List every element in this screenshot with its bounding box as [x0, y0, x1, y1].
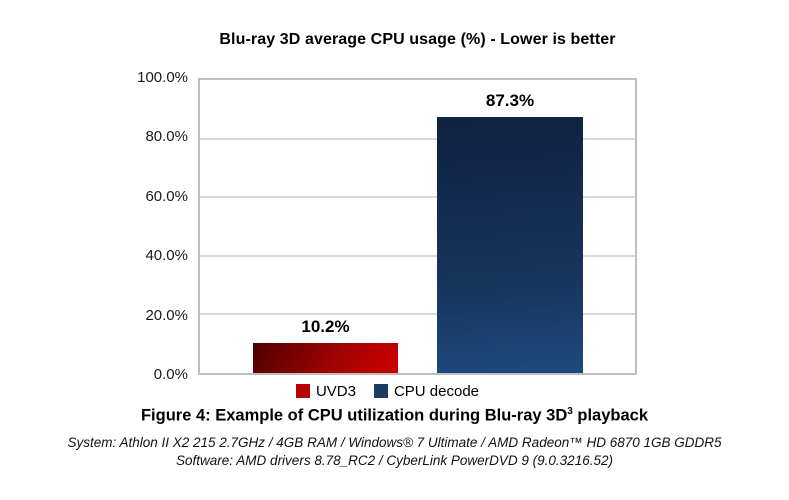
y-axis-tick-60: 60.0%	[145, 188, 188, 205]
legend-item-cpu-decode: CPU decode	[373, 382, 480, 400]
gridline-80	[200, 137, 635, 140]
gridline-20	[200, 313, 635, 316]
legend-label-uvd3: UVD3	[315, 382, 356, 400]
chart-legend: UVD3 CPU decode	[130, 380, 645, 402]
gridline-40	[200, 254, 635, 257]
gridline-60	[200, 196, 635, 199]
y-axis-tick-40: 40.0%	[145, 247, 188, 264]
bar-column-uvd3: 10.2%	[253, 80, 398, 373]
figure-caption-footnote-marker: 3	[567, 406, 573, 417]
bar-value-label-uvd3: 10.2%	[301, 317, 350, 337]
y-axis-tick-80: 80.0%	[145, 128, 188, 145]
y-axis-tick-0: 0.0%	[153, 366, 188, 383]
legend-swatch-blue-icon	[373, 384, 388, 398]
plot-area: 10.2% 87.3%	[198, 78, 637, 375]
y-axis-tick-20: 20.0%	[145, 307, 188, 324]
legend-label-cpu-decode: CPU decode	[393, 382, 480, 400]
bar-value-label-cpu-decode: 87.3%	[485, 91, 535, 111]
figure-caption-suffix: playback	[572, 406, 649, 425]
bar-column-cpu-decode: 87.3%	[437, 80, 583, 373]
system-spec-line: System: Athlon II X2 215 2.7GHz / 4GB RA…	[67, 435, 722, 450]
chart-title: Blu-ray 3D average CPU usage (%) - Lower…	[219, 31, 616, 48]
figure-caption-text: Figure 4: Example of CPU utilization dur…	[140, 406, 568, 425]
bar-uvd3	[253, 343, 398, 373]
bar-cpu-decode	[437, 117, 583, 373]
figure-caption: Figure 4: Example of CPU utilization dur…	[0, 406, 789, 426]
legend-swatch-red-icon	[295, 384, 310, 398]
y-axis-tick-100: 100.0%	[137, 69, 188, 86]
software-spec-line: Software: AMD drivers 8.78_RC2 / CyberLi…	[176, 453, 613, 468]
legend-item-uvd3: UVD3	[295, 382, 356, 400]
